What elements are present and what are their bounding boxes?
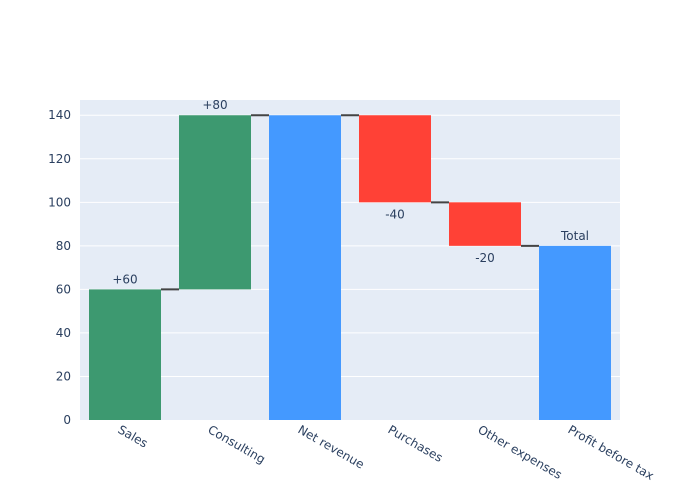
- x-tick-label: Other expenses: [476, 422, 565, 481]
- x-tick-label: Net revenue: [296, 422, 367, 471]
- y-tick-label: 120: [48, 152, 71, 166]
- data-label: -20: [475, 251, 495, 265]
- plot-background: [80, 100, 620, 420]
- bar-consulting: [179, 115, 251, 290]
- x-tick-label: Sales: [116, 422, 151, 450]
- data-label: -40: [385, 207, 405, 221]
- bar-net-revenue: [269, 115, 341, 420]
- x-axis-ticks: Sales Consulting Net revenue Purchases Other…: [116, 422, 657, 482]
- bar-profit-before-tax: [539, 245, 611, 420]
- x-tick-label: Purchases: [386, 422, 446, 464]
- y-tick-label: 60: [56, 282, 71, 296]
- bar-sales: [89, 289, 161, 420]
- y-tick-label: 100: [48, 195, 71, 209]
- y-axis-ticks: 0 20 40 60 80 100 120 140: [48, 108, 71, 427]
- x-tick-label: Profit before tax: [566, 422, 657, 482]
- data-label: +80: [202, 98, 227, 112]
- y-tick-label: 20: [56, 369, 71, 383]
- data-label: +60: [112, 272, 137, 286]
- x-tick-label: Consulting: [206, 422, 268, 466]
- y-tick-label: 0: [63, 413, 71, 427]
- data-label: Total: [560, 229, 589, 243]
- connectors: [161, 114, 539, 291]
- data-labels: +60 +80 -40 -20 Total: [112, 98, 589, 286]
- bar-other-expenses: [449, 202, 521, 246]
- y-tick-label: 80: [56, 239, 71, 253]
- y-tick-label: 40: [56, 326, 71, 340]
- bar-purchases: [359, 115, 431, 203]
- bars: [89, 115, 611, 420]
- y-tick-label: 140: [48, 108, 71, 122]
